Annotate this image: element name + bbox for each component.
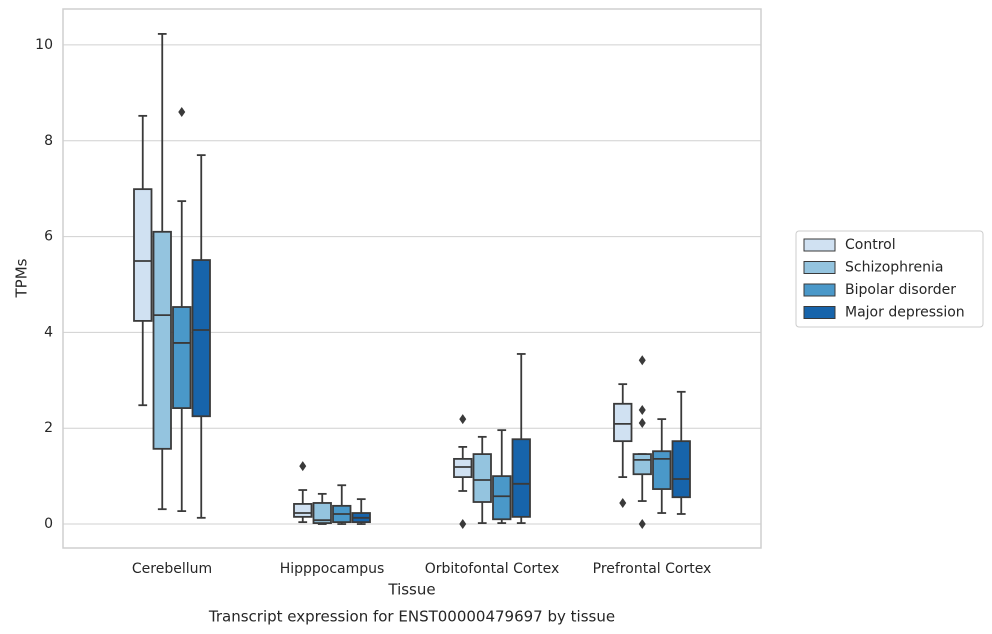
box: [172, 306, 192, 409]
y-tick-label: 6: [44, 229, 53, 245]
outlier: [178, 107, 186, 118]
box: [492, 475, 512, 521]
legend-label: Schizophrenia: [845, 260, 943, 276]
chart-caption: Transcript expression for ENST0000047969…: [208, 608, 615, 626]
y-tick-label: 10: [35, 37, 53, 53]
legend-swatch: [803, 261, 836, 274]
outlier: [638, 417, 646, 428]
box: [671, 440, 691, 499]
y-tick-label: 8: [44, 133, 53, 149]
box: [293, 503, 313, 518]
x-tick-label: Orbitofontal Cortex: [425, 561, 560, 577]
legend-swatch: [803, 283, 836, 297]
box: [472, 453, 492, 503]
x-axis-label: Tissue: [387, 581, 435, 599]
y-axis-label: TPMs: [13, 258, 31, 298]
legend-swatch: [803, 306, 836, 319]
box: [613, 402, 633, 443]
outlier: [619, 497, 627, 508]
legend-label: Control: [845, 237, 896, 253]
legend-swatch: [803, 238, 836, 252]
outlier: [299, 461, 307, 472]
legend-label: Major depression: [845, 305, 965, 321]
box: [652, 450, 672, 490]
box: [133, 188, 153, 322]
outlier: [638, 355, 646, 366]
legend-label: Bipolar disorder: [845, 282, 956, 298]
plot-frame: [62, 8, 762, 549]
outlier: [638, 519, 646, 530]
box: [312, 502, 332, 524]
box: [632, 453, 652, 476]
box: [511, 438, 531, 518]
y-tick-label: 4: [44, 324, 53, 340]
y-tick-label: 2: [44, 420, 53, 436]
x-tick-label: Prefrontal Cortex: [593, 561, 712, 577]
box: [152, 230, 172, 450]
outlier: [638, 405, 646, 416]
x-tick-label: Hipppocampus: [280, 561, 385, 577]
outlier: [459, 414, 467, 425]
box: [453, 457, 473, 478]
y-tick-label: 0: [44, 516, 53, 532]
legend-frame: [795, 230, 984, 328]
outlier: [459, 519, 467, 530]
x-tick-label: Cerebellum: [132, 561, 212, 577]
box: [191, 259, 211, 418]
